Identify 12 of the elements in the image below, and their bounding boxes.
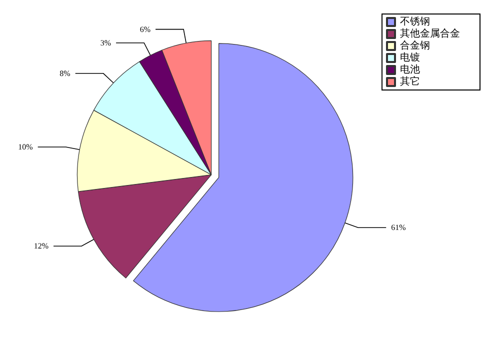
legend-label: 电镀 xyxy=(400,52,420,64)
data-label: 3% xyxy=(100,38,112,48)
data-label: 10% xyxy=(18,142,34,152)
data-label: 12% xyxy=(34,242,49,251)
data-label: 8% xyxy=(60,68,71,78)
legend-label: 合金钢 xyxy=(400,40,430,52)
legend-label: 不锈钢 xyxy=(400,16,430,28)
legend-label: 其他金属合金 xyxy=(400,28,460,40)
data-label: 61% xyxy=(391,223,406,232)
legend-label: 电池 xyxy=(400,64,420,76)
legend-label: 其它 xyxy=(400,76,420,88)
data-label: 6% xyxy=(140,24,151,34)
